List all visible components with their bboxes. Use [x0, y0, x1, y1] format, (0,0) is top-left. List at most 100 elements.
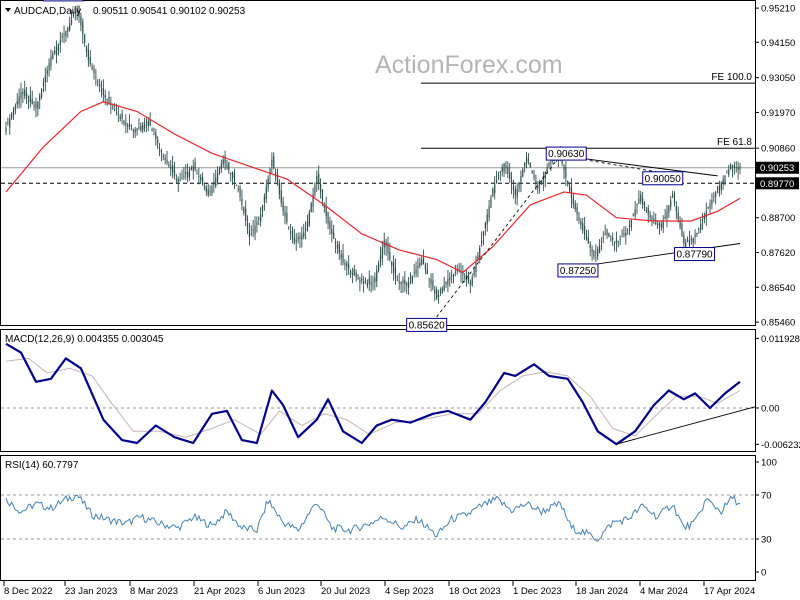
candle-body	[291, 230, 294, 239]
candle-body	[428, 278, 430, 280]
candle-body	[258, 218, 260, 220]
macd-axis: 0.011928 0.00 -0.006232	[1, 334, 800, 451]
candle-body	[7, 123, 9, 124]
candle-body	[207, 189, 209, 196]
macd-title: MACD(12,26,9) 0.004355 0.003045	[5, 334, 164, 345]
candle-body	[662, 222, 664, 229]
candle-body	[730, 164, 732, 169]
candle-body	[299, 237, 301, 239]
candle-body	[130, 128, 133, 130]
candle-body	[205, 187, 207, 192]
candle-body	[563, 165, 565, 171]
candle-body	[224, 155, 226, 164]
candle-body	[213, 181, 215, 185]
candle-body	[636, 203, 638, 205]
candle-body	[18, 96, 20, 105]
candle-body	[39, 95, 41, 101]
candle-body	[250, 233, 252, 235]
candle-body	[645, 209, 647, 212]
candle-body	[462, 273, 464, 275]
candle-body	[524, 163, 526, 167]
macd-panel-border	[0, 329, 756, 452]
candle-body	[602, 237, 604, 239]
candle-body	[115, 112, 118, 114]
candle-body	[447, 278, 449, 285]
x-axis: 8 Dec 2022 23 Jan 2023 8 Mar 2023 21 Apr 20…	[3, 581, 755, 597]
candle-body	[449, 277, 451, 280]
candle-body	[187, 172, 189, 178]
candle-body	[117, 114, 119, 116]
candle-body	[686, 239, 689, 242]
candle-body	[651, 217, 653, 220]
candle-body	[623, 233, 625, 235]
collapse-triangle-icon[interactable]	[5, 8, 11, 12]
price-candles	[5, 5, 741, 304]
candle-body	[143, 123, 146, 128]
candle-body	[460, 271, 462, 274]
candle-body	[149, 119, 151, 126]
candle-body	[33, 104, 35, 107]
candle-body	[495, 180, 498, 184]
candle-body	[507, 167, 509, 174]
rsi-tick-label: 30	[761, 535, 772, 546]
candle-body	[372, 285, 374, 287]
candle-body	[295, 239, 297, 242]
watermark: ActionForex.com	[375, 51, 563, 79]
candle-body	[452, 274, 455, 277]
candle-body	[132, 129, 134, 131]
candle-body	[54, 50, 56, 54]
candle-body	[24, 89, 26, 97]
candle-body	[673, 192, 676, 204]
candle-body	[550, 161, 552, 163]
price-point-label: 0.85620	[406, 317, 448, 332]
price-point-label: 0.95450	[42, 0, 84, 2]
candle-body	[325, 205, 327, 217]
candle-body	[664, 216, 666, 220]
x-tick-label: 4 Mar 2024	[640, 586, 688, 597]
chart-ohlc: 0.90511 0.90541 0.90102 0.90253	[93, 6, 246, 17]
candle-body	[518, 182, 520, 189]
candle-body	[694, 234, 696, 238]
candle-body	[254, 225, 256, 235]
candle-body	[421, 259, 423, 265]
candle-body	[246, 223, 249, 230]
x-tick-label: 20 Jul 2023	[321, 586, 370, 597]
candle-body	[516, 188, 518, 198]
candle-body	[243, 207, 245, 213]
candle-body	[430, 278, 432, 284]
candle-body	[565, 166, 567, 178]
candle-body	[155, 132, 157, 139]
price-point-label-box	[642, 171, 684, 186]
candle-body	[649, 214, 651, 218]
candle-body	[589, 244, 591, 248]
candle-body	[509, 172, 511, 180]
moving-average-line	[5, 101, 741, 274]
candle-body	[670, 200, 672, 207]
candle-body	[168, 164, 170, 167]
candle-body	[685, 242, 687, 248]
candle-body	[482, 231, 485, 236]
candle-body	[630, 219, 632, 228]
candle-body	[102, 87, 104, 96]
x-tick-label: 18 Oct 2023	[449, 586, 501, 597]
candle-body	[76, 8, 78, 13]
candle-body	[95, 76, 97, 78]
candle-body	[486, 214, 488, 225]
candle-body	[655, 222, 657, 224]
candle-body	[226, 164, 228, 168]
candle-body	[25, 93, 28, 99]
price-point-label-text: 0.87250	[560, 266, 597, 277]
price-point-label-box	[674, 247, 716, 262]
candle-body	[59, 40, 61, 45]
candle-body	[436, 290, 438, 299]
candle-body	[419, 262, 421, 267]
candle-body	[606, 229, 608, 236]
x-tick-label: 21 Apr 2023	[194, 586, 245, 597]
macd-signal-line	[5, 357, 741, 438]
candle-body	[183, 175, 185, 177]
candle-body	[653, 218, 655, 221]
candle-body	[612, 237, 614, 241]
candle-body	[46, 69, 48, 75]
candle-body	[353, 268, 355, 275]
